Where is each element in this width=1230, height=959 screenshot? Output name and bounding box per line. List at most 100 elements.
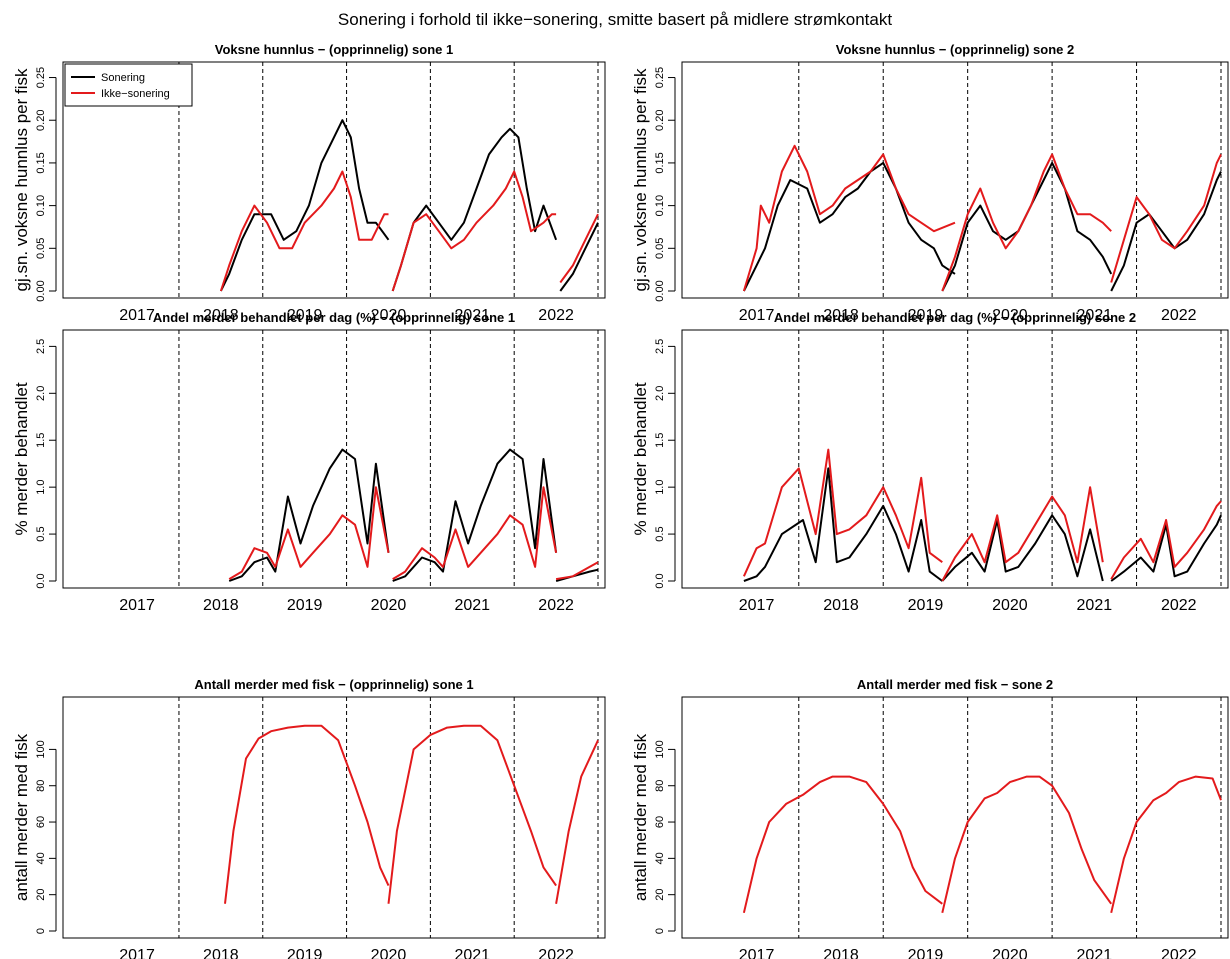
panel-1-plot-frame [62,61,606,299]
panel-4-y-tick-label-3: 1.0 [654,480,666,495]
panel-5-y-tick-label-2: 20 [35,889,47,901]
panel-1-y-tick-label-1: 0.00 [35,280,47,301]
panel-3-series-sonering-segment-2 [392,448,558,582]
panel-4-series-ikkesonering-segment-3 [1110,500,1222,580]
panel-4-title: Andel merder behandlet per dag (%) − (op… [774,310,1136,325]
panel-4-y-axis-label: % merder behandlet [631,382,650,535]
panel-2-x-tick-label-2017: 2017 [739,307,775,324]
panel-6-y-tick-label-2: 20 [654,889,666,901]
panel-5-x-tick-label-2022: 2022 [538,947,574,959]
panel-2-x-tick-label-2018: 2018 [823,307,859,324]
panel-1-title: Voksne hunnlus − (opprinnelig) sone 1 [215,42,453,57]
panel-4-series-ikkesonering-segment-2 [941,486,1104,582]
panel-2-plot-frame [681,61,1229,299]
figure-title: Sonering i forhold til ikke−sonering, sm… [337,10,893,29]
panel-2-series-sonering-segment-1 [743,161,956,292]
panel-3-series-ikkesonering-segment-3 [555,561,599,581]
panel-1-x-tick-label-2020: 2020 [371,307,407,324]
panel-3-y-tick-label-1: 0.0 [35,573,47,588]
panel-5-y-tick-label-4: 60 [35,816,47,828]
panel-5-x-tick-label-2020: 2020 [371,947,407,959]
panel-6-x-tick-label-2022: 2022 [1161,947,1197,959]
panel-6-x-tick-label-2017: 2017 [739,947,775,959]
panel-3-x-tick-label-2021: 2021 [454,597,490,614]
panel-1-y-tick-label-3: 0.10 [35,195,47,216]
panel-5-x-tick-label-2017: 2017 [119,947,155,959]
panel-2-y-axis-label: gj.sn. voksne hunnlus per fisk [631,68,650,292]
panel-4-x-tick-label-2022: 2022 [1161,597,1197,614]
panel-6-series-ikkesonering-segment-3 [1110,775,1222,914]
panel-1-series-sonering-segment-1 [220,119,390,292]
panel-5-y-axis-label: antall merder med fisk [12,733,31,901]
panel-3-plot-frame [62,329,606,589]
panel-4-x-tick-label-2020: 2020 [992,597,1028,614]
panel-1-x-tick-label-2022: 2022 [538,307,574,324]
panel-2-y-tick-label-3: 0.10 [654,195,666,216]
panel-1-legend-label-2: Ikke−sonering [101,88,170,100]
panel-6-y-tick-label-6: 100 [654,740,666,758]
panel-3-series-ikkesonering-segment-2 [392,486,558,580]
panel-2-title: Voksne hunnlus − (opprinnelig) sone 2 [836,42,1074,57]
panel-3-y-tick-label-6: 2.5 [35,339,47,354]
panel-4-series-sonering-segment-2 [941,514,1104,582]
panel-5-x-tick-label-2018: 2018 [203,947,239,959]
panel-2-series-sonering-segment-3 [1110,171,1222,292]
panel-3-x-tick-label-2022: 2022 [538,597,574,614]
panel-4-x-tick-label-2017: 2017 [739,597,775,614]
panel-1-y-tick-label-4: 0.15 [35,152,47,173]
panel-3-x-tick-label-2019: 2019 [287,597,323,614]
panel-5-y-tick-label-6: 100 [35,740,47,758]
panel-5-title: Antall merder med fisk − (opprinnelig) s… [194,677,473,692]
panel-3-y-tick-label-2: 0.5 [35,526,47,541]
panel-1-legend-box [64,63,193,107]
panel-6-y-axis-label: antall merder med fisk [631,733,650,901]
panel-3-y-tick-label-5: 2.0 [35,386,47,401]
panel-4-series-sonering-segment-3 [1110,514,1222,582]
panel-3-y-tick-label-3: 1.0 [35,480,47,495]
panel-1-y-tick-label-6: 0.25 [35,67,47,88]
panel-1-y-tick-label-2: 0.05 [35,238,47,259]
panel-1-y-axis-label: gj.sn. voksne hunnlus per fisk [12,68,31,292]
panel-6-series-ikkesonering-segment-2 [941,775,1113,914]
panel-6-x-tick-label-2018: 2018 [823,947,859,959]
panel-6-x-tick-label-2019: 2019 [908,947,944,959]
panel-2-x-tick-label-2019: 2019 [908,307,944,324]
panel-3-y-tick-label-4: 1.5 [35,433,47,448]
panel-2-y-tick-label-1: 0.00 [654,280,666,301]
panel-4-y-tick-label-6: 2.5 [654,339,666,354]
panel-5-x-tick-label-2019: 2019 [287,947,323,959]
panel-5-series-ikkesonering-segment-1 [224,724,390,904]
panel-3-series-ikkesonering-segment-1 [228,486,390,580]
panel-2-x-tick-label-2022: 2022 [1161,307,1197,324]
panel-1-legend-label-1: Sonering [101,72,145,84]
panel-2-y-tick-label-4: 0.15 [654,152,666,173]
panel-4-y-tick-label-2: 0.5 [654,526,666,541]
panel-2-series-ikkesonering-segment-3 [1110,153,1222,283]
panel-5-series-ikkesonering-segment-3 [555,739,599,904]
panel-3-x-tick-label-2018: 2018 [203,597,239,614]
panel-5-y-tick-label-1: 0 [35,928,47,934]
panel-4-series-sonering-segment-1 [743,467,943,582]
panel-1-x-tick-label-2021: 2021 [454,307,490,324]
panel-3-x-tick-label-2020: 2020 [371,597,407,614]
panel-2-x-tick-label-2020: 2020 [992,307,1028,324]
panel-6-y-tick-label-4: 60 [654,816,666,828]
panel-6-plot-frame [681,696,1229,939]
panel-5-y-tick-label-5: 80 [35,780,47,792]
panel-6-y-tick-label-3: 40 [654,852,666,864]
panel-2-x-tick-label-2021: 2021 [1077,307,1113,324]
panel-1-x-tick-label-2019: 2019 [287,307,323,324]
panel-1-x-tick-label-2017: 2017 [119,307,155,324]
panel-3-y-axis-label: % merder behandlet [12,382,31,535]
panel-4-y-tick-label-4: 1.5 [654,433,666,448]
panel-5-series-ikkesonering-segment-2 [387,724,557,904]
panel-2-y-tick-label-6: 0.25 [654,67,666,88]
panel-5-y-tick-label-3: 40 [35,852,47,864]
panel-5-plot-frame [62,696,606,939]
panel-4-x-tick-label-2019: 2019 [908,597,944,614]
panel-6-title: Antall merder med fisk − sone 2 [857,677,1053,692]
panel-1-series-ikkesonering-segment-2 [391,170,557,292]
panel-3-series-sonering-segment-1 [228,448,390,582]
panel-6-y-tick-label-5: 80 [654,780,666,792]
